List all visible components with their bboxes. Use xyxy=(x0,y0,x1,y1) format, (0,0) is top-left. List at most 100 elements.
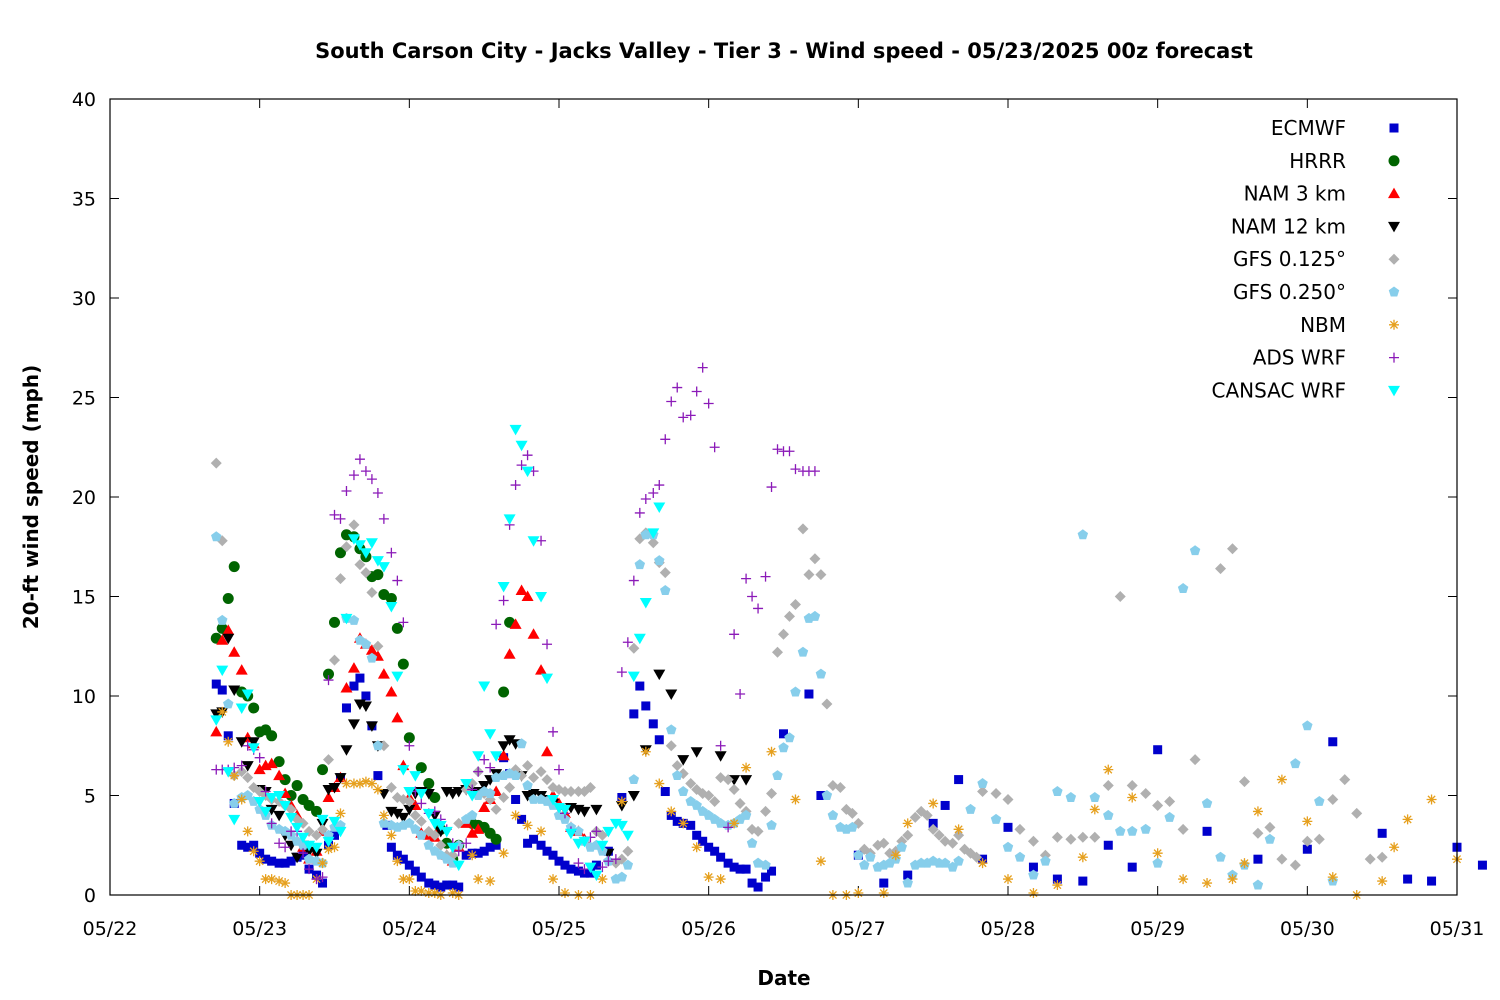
data-point xyxy=(1052,880,1063,891)
data-point xyxy=(685,778,697,790)
legend-marker xyxy=(1389,352,1399,363)
data-point xyxy=(578,836,591,848)
data-point xyxy=(579,864,590,875)
data-point xyxy=(616,853,628,865)
data-point xyxy=(547,794,560,806)
data-point xyxy=(927,823,939,835)
data-point xyxy=(691,842,702,853)
data-point xyxy=(654,480,665,491)
data-point xyxy=(641,701,651,711)
data-point xyxy=(340,682,353,693)
data-point xyxy=(223,698,234,709)
data-point xyxy=(392,575,403,586)
data-point xyxy=(789,598,801,610)
data-point xyxy=(466,827,479,838)
data-point xyxy=(529,834,539,844)
data-point xyxy=(740,809,752,820)
data-point xyxy=(560,860,570,870)
legend-label: GFS 0.125° xyxy=(1233,247,1346,271)
data-point xyxy=(391,622,403,634)
data-point xyxy=(1252,827,1264,839)
data-point xyxy=(515,584,528,596)
data-point xyxy=(472,751,485,762)
data-point xyxy=(254,752,265,763)
data-point xyxy=(1377,876,1388,887)
data-point xyxy=(890,850,901,861)
data-point xyxy=(1403,874,1413,884)
data-point xyxy=(1126,825,1138,836)
data-point xyxy=(1140,823,1151,834)
x-tick-label: 05/26 xyxy=(681,918,736,940)
data-point xyxy=(372,740,384,751)
data-point xyxy=(1002,841,1014,852)
data-point xyxy=(1227,543,1238,555)
data-point xyxy=(1065,833,1077,845)
data-point xyxy=(1003,822,1013,832)
data-point xyxy=(372,640,384,652)
data-point xyxy=(479,754,490,765)
data-point xyxy=(909,811,921,823)
legend-entry: GFS 0.125° xyxy=(1233,247,1400,271)
data-point xyxy=(1127,792,1138,803)
data-point xyxy=(928,798,939,809)
data-point xyxy=(348,470,359,481)
data-point xyxy=(1164,795,1176,807)
data-point xyxy=(236,766,248,778)
data-point xyxy=(778,742,789,753)
data-point xyxy=(397,812,410,824)
data-point xyxy=(1215,851,1226,862)
data-point xyxy=(640,746,651,757)
y-tick-label: 15 xyxy=(72,587,96,609)
data-point xyxy=(804,689,814,699)
data-point xyxy=(648,488,659,499)
data-point xyxy=(527,628,540,639)
data-point xyxy=(478,801,491,812)
data-point xyxy=(409,771,422,782)
data-point xyxy=(266,818,277,829)
data-point xyxy=(590,870,603,882)
data-point xyxy=(965,803,976,814)
data-point xyxy=(424,878,434,888)
data-point xyxy=(628,575,639,586)
y-tick-label: 25 xyxy=(72,388,96,410)
data-point xyxy=(1238,776,1250,788)
data-point xyxy=(542,846,552,856)
data-point xyxy=(1126,780,1138,792)
data-point xyxy=(1152,799,1164,811)
data-point xyxy=(647,528,660,539)
data-point xyxy=(1313,833,1325,845)
data-point xyxy=(429,888,440,899)
data-point xyxy=(223,731,233,741)
data-point xyxy=(241,689,254,701)
data-point xyxy=(517,814,527,824)
data-point xyxy=(330,830,339,840)
data-point xyxy=(484,729,497,740)
data-point xyxy=(729,818,740,829)
data-point xyxy=(767,866,777,876)
x-tick-label: 05/28 xyxy=(981,918,1036,940)
data-point xyxy=(235,737,248,748)
data-point xyxy=(760,859,771,870)
data-point xyxy=(559,786,571,798)
legend-marker xyxy=(1388,286,1400,297)
data-point xyxy=(610,854,621,865)
data-point xyxy=(266,730,278,742)
x-tick-label: 05/29 xyxy=(1130,918,1185,940)
data-point xyxy=(559,813,571,824)
data-point xyxy=(422,808,435,820)
x-tick-label: 05/22 xyxy=(83,918,138,940)
data-point xyxy=(1028,888,1039,899)
data-point xyxy=(415,815,427,827)
data-point xyxy=(303,799,315,811)
data-point xyxy=(242,772,254,784)
data-point xyxy=(485,842,495,852)
data-point xyxy=(578,806,591,818)
data-point xyxy=(1376,851,1388,863)
data-point xyxy=(1252,879,1264,890)
data-point xyxy=(704,842,714,852)
legend: ECMWF HRRR NAM 3 km NAM 12 km GFS 0.125° GFS … xyxy=(1211,116,1400,402)
legend-label: CANSAC WRF xyxy=(1211,378,1346,402)
data-point xyxy=(348,614,360,625)
data-point xyxy=(473,766,484,777)
data-point xyxy=(1389,842,1400,853)
